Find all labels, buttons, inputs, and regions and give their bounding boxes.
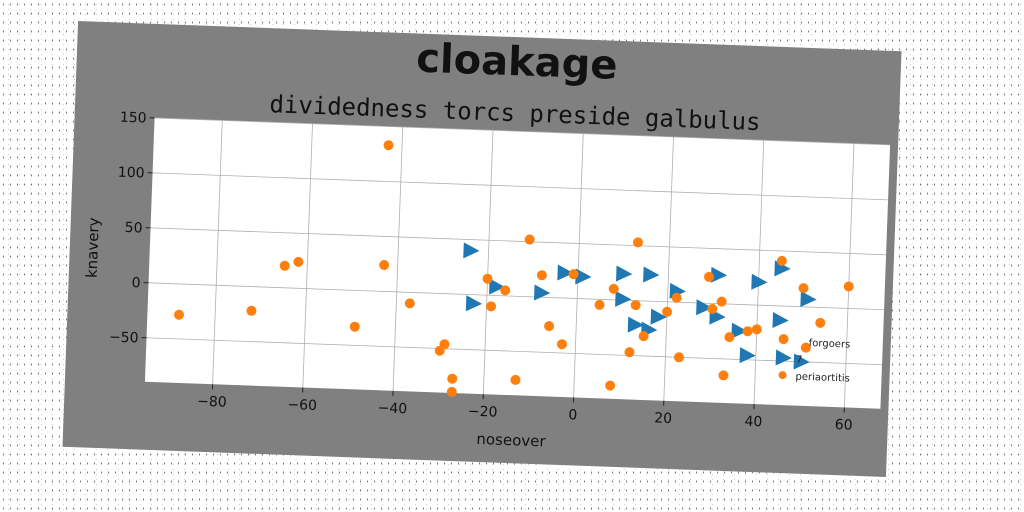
point-series-periaortitis <box>293 256 304 267</box>
point-series-periaortitis <box>439 339 450 350</box>
point-series-periaortitis <box>568 269 579 280</box>
x-tick-label: −80 <box>197 394 227 411</box>
point-series-periaortitis <box>404 298 415 309</box>
point-series-7 <box>793 353 810 370</box>
point-series-7 <box>800 291 817 308</box>
y-tick-label: 150 <box>120 110 147 127</box>
point-series-periaortitis <box>815 317 826 328</box>
chart-figure: cloakage dividedness torcs preside galbu… <box>62 21 902 477</box>
point-series-periaortitis <box>724 332 735 343</box>
point-series-periaortitis <box>673 352 684 363</box>
point-series-periaortitis <box>751 324 762 335</box>
point-series-periaortitis <box>246 305 257 316</box>
y-grid-line <box>150 227 887 256</box>
point-series-periaortitis <box>671 292 682 303</box>
y-grid-line <box>146 337 883 366</box>
point-series-periaortitis <box>776 255 787 266</box>
point-series-periaortitis <box>633 237 644 248</box>
legend-marker-series-7 <box>778 352 789 363</box>
point-series-periaortitis <box>594 299 605 310</box>
point-series-7 <box>696 299 713 316</box>
point-series-periaortitis <box>486 301 497 312</box>
grid-lines <box>146 117 891 408</box>
y-grid-line <box>148 282 885 311</box>
point-series-7 <box>731 322 748 339</box>
point-series-7 <box>489 278 506 295</box>
y-axis-label: knavery <box>83 217 103 278</box>
point-series-periaortitis <box>742 326 753 337</box>
point-series-7 <box>751 273 768 290</box>
point-series-7 <box>533 284 551 301</box>
point-series-periaortitis <box>556 339 567 350</box>
point-series-periaortitis <box>447 373 458 384</box>
point-series-7 <box>772 312 789 328</box>
point-series-periaortitis <box>800 342 811 353</box>
legend-marker-series-periaortitis <box>778 371 787 380</box>
x-tick-label: −60 <box>287 397 317 414</box>
point-series-periaortitis <box>608 283 619 294</box>
y-grid-line <box>152 172 889 201</box>
plot-area <box>144 117 891 409</box>
x-tick-label: 60 <box>834 417 852 434</box>
point-series-periaortitis <box>624 347 635 358</box>
axis-ticks: −80 −60 −40 −20 0 20 40 60 −50 0 50 100 150 <box>109 110 853 434</box>
point-series-periaortitis <box>379 260 390 271</box>
y-tick-label: 50 <box>124 220 142 237</box>
point-series-periaortitis <box>544 321 555 332</box>
point-series-7 <box>465 295 483 312</box>
y-grid-line <box>154 117 891 146</box>
point-series-periaortitis <box>778 334 789 345</box>
x-tick-label: 20 <box>654 410 672 427</box>
y-tick-label: 100 <box>118 165 145 182</box>
point-series-periaortitis <box>843 281 854 292</box>
point-series-periaortitis <box>482 273 493 284</box>
data-points <box>173 140 854 397</box>
point-series-periaortitis <box>446 386 457 397</box>
point-series-periaortitis <box>349 321 360 332</box>
legend-label-series-7: 7 <box>796 355 803 366</box>
x-tick-label: −40 <box>377 400 407 417</box>
point-series-periaortitis <box>662 306 673 317</box>
legend-label-series-periaortitis: periaortitis <box>795 372 850 385</box>
point-series-7 <box>627 316 644 333</box>
point-series-periaortitis <box>718 370 729 381</box>
point-series-7 <box>575 268 592 285</box>
point-series-periaortitis <box>173 309 184 320</box>
point-series-periaortitis <box>638 331 649 342</box>
point-series-periaortitis <box>510 374 521 385</box>
point-series-7 <box>710 266 728 283</box>
x-tick-label: −20 <box>468 404 498 421</box>
point-series-7 <box>557 264 574 281</box>
point-series-periaortitis <box>279 260 290 271</box>
point-series-periaortitis <box>524 234 535 245</box>
chart-title: cloakage <box>415 35 618 88</box>
point-series-7 <box>643 266 660 283</box>
point-series-periaortitis <box>383 140 394 151</box>
point-series-periaortitis <box>500 285 511 296</box>
point-series-periaortitis <box>707 303 718 314</box>
legend-title: forgoers <box>809 338 851 351</box>
point-series-7 <box>463 242 480 259</box>
point-series-periaortitis <box>704 271 715 282</box>
point-series-7 <box>650 308 667 325</box>
point-series-7 <box>615 290 632 307</box>
point-series-periaortitis <box>630 300 641 311</box>
point-series-7 <box>616 265 633 282</box>
point-series-periaortitis <box>536 270 547 281</box>
x-tick-label: 40 <box>744 414 762 431</box>
y-tick-label: −50 <box>109 329 139 346</box>
scatter-chart: cloakage dividedness torcs preside galbu… <box>83 35 891 451</box>
x-tick-label: 0 <box>568 407 578 423</box>
point-series-periaortitis <box>605 380 616 391</box>
point-series-periaortitis <box>798 283 809 294</box>
point-series-7 <box>739 347 756 364</box>
point-series-periaortitis <box>716 296 727 307</box>
legend: forgoers 7 periaortitis <box>778 338 851 385</box>
x-axis-label: noseover <box>476 430 547 451</box>
y-tick-label: 0 <box>131 275 141 291</box>
